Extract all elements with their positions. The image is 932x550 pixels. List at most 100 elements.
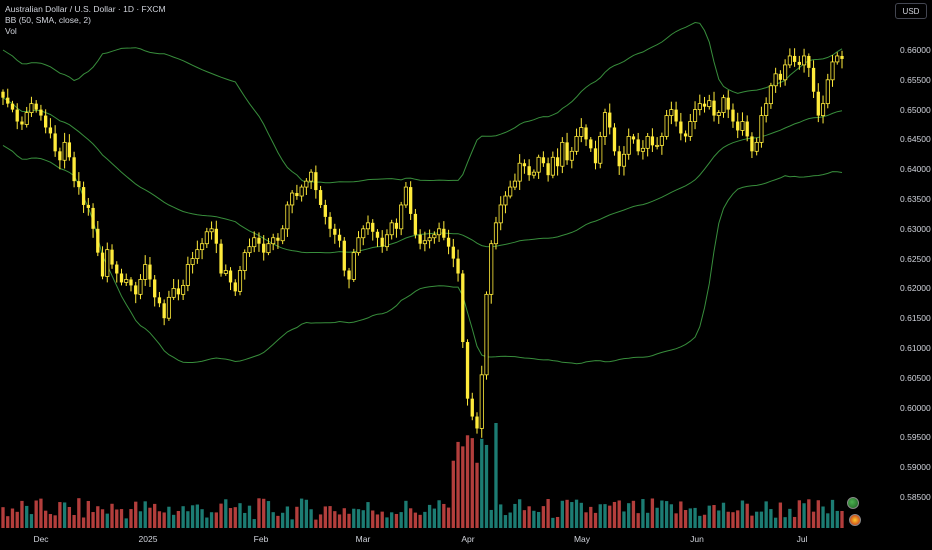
volume-bar bbox=[745, 503, 749, 528]
candle-body bbox=[138, 279, 143, 295]
candle-body bbox=[768, 85, 773, 105]
volume-bar bbox=[413, 512, 418, 528]
volume-bar bbox=[153, 503, 157, 528]
candle-body bbox=[58, 151, 62, 161]
volume-bar bbox=[584, 512, 588, 528]
candle-body bbox=[669, 109, 674, 116]
volume-bar bbox=[10, 508, 15, 528]
volume-bar bbox=[408, 508, 413, 528]
candle-body bbox=[465, 342, 470, 399]
volume-bar bbox=[86, 500, 90, 528]
volume-bar bbox=[593, 512, 598, 528]
time-axis[interactable]: Dec 2025 Feb Mar Apr May Jun Jul bbox=[0, 528, 890, 550]
volume-bar bbox=[437, 500, 441, 528]
volume-bar bbox=[209, 512, 214, 528]
volume-bar bbox=[532, 510, 536, 528]
candle-body bbox=[242, 252, 247, 271]
candle-body bbox=[792, 55, 797, 62]
volume-bar bbox=[295, 506, 299, 528]
volume-bar bbox=[726, 511, 730, 528]
volume-layer bbox=[1, 423, 844, 528]
candle-body bbox=[707, 100, 712, 108]
event-icon-economic[interactable] bbox=[847, 497, 859, 509]
volume-bar bbox=[792, 516, 797, 528]
candle-body bbox=[493, 222, 499, 245]
volume-bar bbox=[385, 517, 389, 528]
volume-bar bbox=[456, 441, 460, 528]
volume-bar bbox=[352, 508, 356, 528]
volume-bar bbox=[683, 510, 688, 528]
candle-body bbox=[446, 237, 451, 247]
volume-bar bbox=[546, 499, 550, 528]
price-tick-label: 0.63000 bbox=[900, 223, 931, 234]
candle-body bbox=[750, 136, 754, 152]
legend-bollinger-bands[interactable]: BB (50, SMA, close, 2) bbox=[5, 15, 91, 25]
candle-body bbox=[328, 216, 332, 229]
volume-bar bbox=[190, 505, 195, 528]
price-tick-label: 0.64000 bbox=[900, 164, 931, 175]
event-icon-flags[interactable] bbox=[849, 514, 861, 526]
candle-body bbox=[517, 162, 522, 182]
volume-bar bbox=[802, 503, 806, 528]
volume-bar bbox=[285, 506, 290, 528]
volume-bar bbox=[81, 517, 86, 528]
price-chart[interactable] bbox=[0, 0, 890, 528]
price-axis[interactable]: 0.66000 0.65500 0.65000 0.64500 0.64000 0.635… bbox=[890, 0, 932, 528]
candle-body bbox=[759, 115, 764, 143]
volume-bar bbox=[20, 500, 24, 528]
legend-symbol[interactable]: Australian Dollar / U.S. Dollar · 1D · F… bbox=[5, 4, 166, 14]
candle-body bbox=[503, 195, 508, 206]
candle-body bbox=[153, 279, 157, 298]
candle-body bbox=[143, 264, 148, 280]
candle-body bbox=[726, 97, 730, 110]
candle-body bbox=[736, 121, 740, 131]
candle-body bbox=[81, 187, 86, 205]
legend-volume[interactable]: Vol bbox=[5, 26, 17, 36]
candle-body bbox=[820, 103, 826, 116]
volume-bar bbox=[228, 508, 233, 528]
candle-body bbox=[323, 204, 327, 217]
candle-body bbox=[716, 112, 721, 116]
candle-body bbox=[565, 142, 569, 161]
candle-body bbox=[72, 157, 76, 182]
volume-bar bbox=[53, 515, 57, 528]
candle-body bbox=[626, 136, 631, 155]
volume-bar bbox=[484, 444, 489, 528]
volume-bar bbox=[224, 499, 228, 528]
volume-bar bbox=[195, 504, 200, 528]
candle-body bbox=[617, 151, 621, 167]
volume-bar bbox=[461, 446, 465, 528]
candle-body bbox=[754, 141, 759, 152]
candle-body bbox=[740, 121, 745, 131]
volume-bar bbox=[778, 502, 783, 528]
volume-bar bbox=[570, 502, 574, 528]
candle-body bbox=[508, 186, 513, 197]
candle-body bbox=[176, 288, 181, 295]
volume-bar bbox=[759, 511, 764, 528]
candle-body bbox=[579, 127, 584, 137]
candle-body bbox=[475, 416, 479, 429]
volume-bar bbox=[186, 511, 190, 528]
volume-bar bbox=[736, 510, 740, 528]
currency-button[interactable]: USD bbox=[895, 3, 927, 19]
candle-body bbox=[39, 109, 43, 116]
candle-body bbox=[134, 285, 138, 295]
volume-bar bbox=[162, 512, 166, 528]
candle-body bbox=[608, 112, 612, 128]
volume-bar bbox=[257, 498, 261, 528]
candles-layer bbox=[1, 48, 844, 438]
volume-bar bbox=[205, 517, 209, 528]
volume-bar bbox=[143, 501, 147, 528]
candle-body bbox=[247, 246, 252, 254]
price-tick-label: 0.64500 bbox=[900, 134, 931, 145]
volume-bar bbox=[579, 502, 583, 528]
candle-body bbox=[6, 97, 10, 104]
candle-body bbox=[787, 55, 792, 66]
price-tick-label: 0.65500 bbox=[900, 74, 931, 85]
time-tick-label: Feb bbox=[253, 534, 269, 544]
candle-body bbox=[214, 228, 218, 244]
price-tick-label: 0.62000 bbox=[900, 283, 931, 294]
volume-bar bbox=[44, 510, 48, 528]
candle-body bbox=[24, 112, 29, 125]
volume-bar bbox=[318, 514, 323, 528]
